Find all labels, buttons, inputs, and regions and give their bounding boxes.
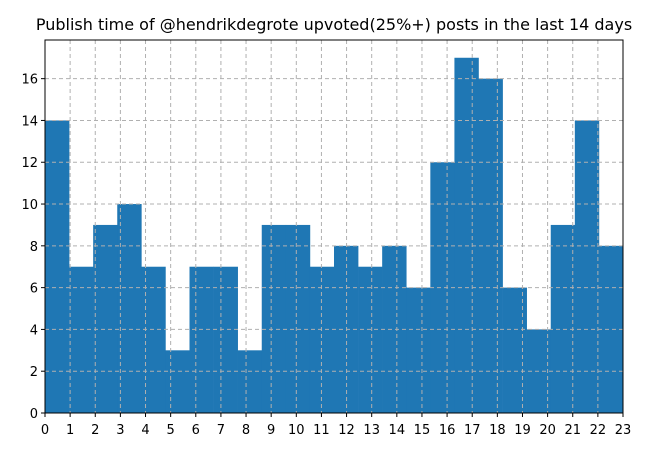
y-tick-label: 12 bbox=[21, 156, 38, 171]
x-tick-label: 9 bbox=[267, 423, 275, 438]
x-tick-label: 5 bbox=[167, 423, 175, 438]
bar bbox=[69, 266, 94, 413]
bar bbox=[165, 350, 190, 413]
x-tick-label: 12 bbox=[338, 423, 355, 438]
x-tick-label: 0 bbox=[41, 423, 49, 438]
y-tick-label: 14 bbox=[21, 114, 38, 129]
x-tick-label: 3 bbox=[116, 423, 124, 438]
y-tick-label: 6 bbox=[30, 282, 38, 297]
bar bbox=[141, 266, 166, 413]
bar bbox=[261, 224, 287, 413]
y-tick-label: 0 bbox=[30, 407, 38, 422]
bar bbox=[93, 224, 118, 413]
x-tick-label: 7 bbox=[217, 423, 225, 438]
bar bbox=[454, 57, 479, 414]
x-tick-label: 4 bbox=[141, 423, 149, 438]
chart-title: Publish time of @hendrikdegrote upvoted(… bbox=[36, 15, 632, 34]
bar bbox=[430, 162, 455, 413]
bar bbox=[237, 350, 263, 413]
bar bbox=[358, 266, 383, 413]
y-tick-label: 10 bbox=[21, 198, 38, 213]
x-tick-label: 2 bbox=[91, 423, 99, 438]
x-tick-label: 22 bbox=[590, 423, 607, 438]
bar bbox=[45, 120, 70, 413]
bar bbox=[309, 266, 335, 413]
x-tick-label: 11 bbox=[313, 423, 330, 438]
bar bbox=[550, 224, 576, 413]
y-tick-label: 8 bbox=[30, 240, 38, 255]
x-tick-label: 16 bbox=[439, 423, 456, 438]
y-tick-label: 16 bbox=[21, 73, 38, 88]
x-tick-label: 8 bbox=[242, 423, 250, 438]
x-tick-label: 17 bbox=[464, 423, 481, 438]
y-tick-label: 4 bbox=[30, 323, 38, 338]
x-tick-label: 23 bbox=[615, 423, 632, 438]
x-tick-label: 14 bbox=[389, 423, 406, 438]
x-tick-label: 18 bbox=[489, 423, 506, 438]
bar bbox=[406, 287, 431, 413]
x-tick-label: 6 bbox=[192, 423, 200, 438]
x-tick-label: 15 bbox=[414, 423, 431, 438]
x-tick-label: 10 bbox=[288, 423, 305, 438]
x-tick-label: 19 bbox=[514, 423, 531, 438]
bar bbox=[502, 287, 527, 413]
x-tick-label: 20 bbox=[539, 423, 556, 438]
bar bbox=[285, 224, 311, 413]
bar bbox=[574, 120, 600, 413]
x-tick-label: 21 bbox=[564, 423, 581, 438]
bar bbox=[213, 266, 238, 413]
x-tick-label: 13 bbox=[363, 423, 380, 438]
bar bbox=[117, 204, 142, 413]
x-tick-label: 1 bbox=[66, 423, 74, 438]
y-tick-label: 2 bbox=[30, 365, 38, 380]
plot-frame bbox=[44, 39, 624, 414]
bar bbox=[189, 266, 214, 413]
